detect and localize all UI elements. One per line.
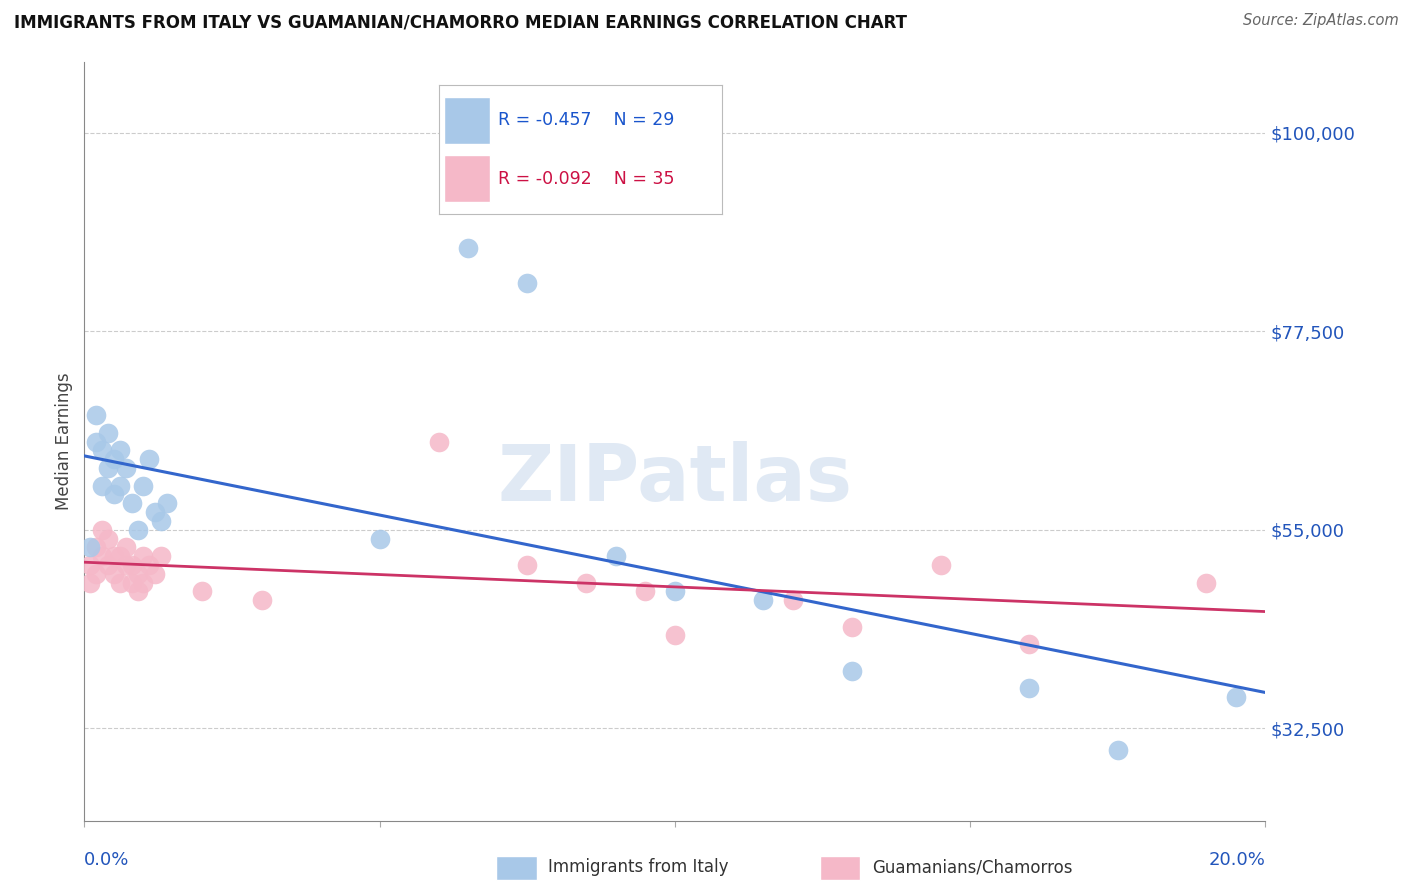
Point <box>84 408 107 422</box>
Point <box>114 541 136 555</box>
Point <box>91 549 114 563</box>
Point <box>929 558 952 572</box>
Point <box>664 628 686 642</box>
Point <box>114 558 136 572</box>
Point <box>84 566 107 581</box>
Point <box>150 549 173 563</box>
Point <box>97 532 120 546</box>
Point <box>97 558 120 572</box>
Point <box>121 496 143 510</box>
Point <box>138 452 160 467</box>
Point <box>1018 637 1040 651</box>
Point <box>143 505 166 519</box>
Point <box>79 558 101 572</box>
Text: 0.0%: 0.0% <box>84 852 129 870</box>
Point <box>368 532 391 546</box>
Point <box>634 584 657 599</box>
Point <box>108 549 131 563</box>
Point <box>103 452 125 467</box>
Point <box>97 461 120 475</box>
Point <box>516 276 538 290</box>
Point <box>457 241 479 255</box>
Point <box>191 584 214 599</box>
Point <box>121 558 143 572</box>
Point <box>752 593 775 607</box>
Point <box>91 478 114 492</box>
Point <box>108 478 131 492</box>
Point <box>132 478 155 492</box>
Point <box>132 575 155 590</box>
Point <box>1195 575 1218 590</box>
Point <box>127 584 149 599</box>
Point <box>782 593 804 607</box>
Point <box>127 523 149 537</box>
Point <box>114 461 136 475</box>
Point <box>138 558 160 572</box>
Point <box>516 558 538 572</box>
Point <box>97 425 120 440</box>
Text: IMMIGRANTS FROM ITALY VS GUAMANIAN/CHAMORRO MEDIAN EARNINGS CORRELATION CHART: IMMIGRANTS FROM ITALY VS GUAMANIAN/CHAMO… <box>14 13 907 31</box>
Text: Guamanians/Chamorros: Guamanians/Chamorros <box>872 858 1073 876</box>
Point <box>575 575 598 590</box>
Point <box>91 523 114 537</box>
Point <box>250 593 273 607</box>
Point <box>427 434 450 449</box>
Point <box>103 549 125 563</box>
Point <box>79 541 101 555</box>
Text: Immigrants from Italy: Immigrants from Italy <box>548 858 728 876</box>
Point <box>1107 743 1129 757</box>
Point <box>156 496 179 510</box>
Point <box>605 549 627 563</box>
Point <box>108 575 131 590</box>
Point <box>1225 690 1247 705</box>
Y-axis label: Median Earnings: Median Earnings <box>55 373 73 510</box>
Point <box>664 584 686 599</box>
Point <box>150 514 173 528</box>
Point <box>841 620 863 634</box>
Point <box>84 541 107 555</box>
Point <box>84 434 107 449</box>
Point <box>143 566 166 581</box>
Point <box>121 575 143 590</box>
Text: Source: ZipAtlas.com: Source: ZipAtlas.com <box>1243 13 1399 29</box>
Point <box>79 575 101 590</box>
Text: ZIPatlas: ZIPatlas <box>498 442 852 517</box>
Point <box>103 566 125 581</box>
Point <box>1018 681 1040 696</box>
Text: 20.0%: 20.0% <box>1209 852 1265 870</box>
Point <box>841 664 863 678</box>
Point <box>103 487 125 501</box>
Point <box>127 566 149 581</box>
Point <box>108 443 131 458</box>
Point <box>91 443 114 458</box>
Point <box>132 549 155 563</box>
